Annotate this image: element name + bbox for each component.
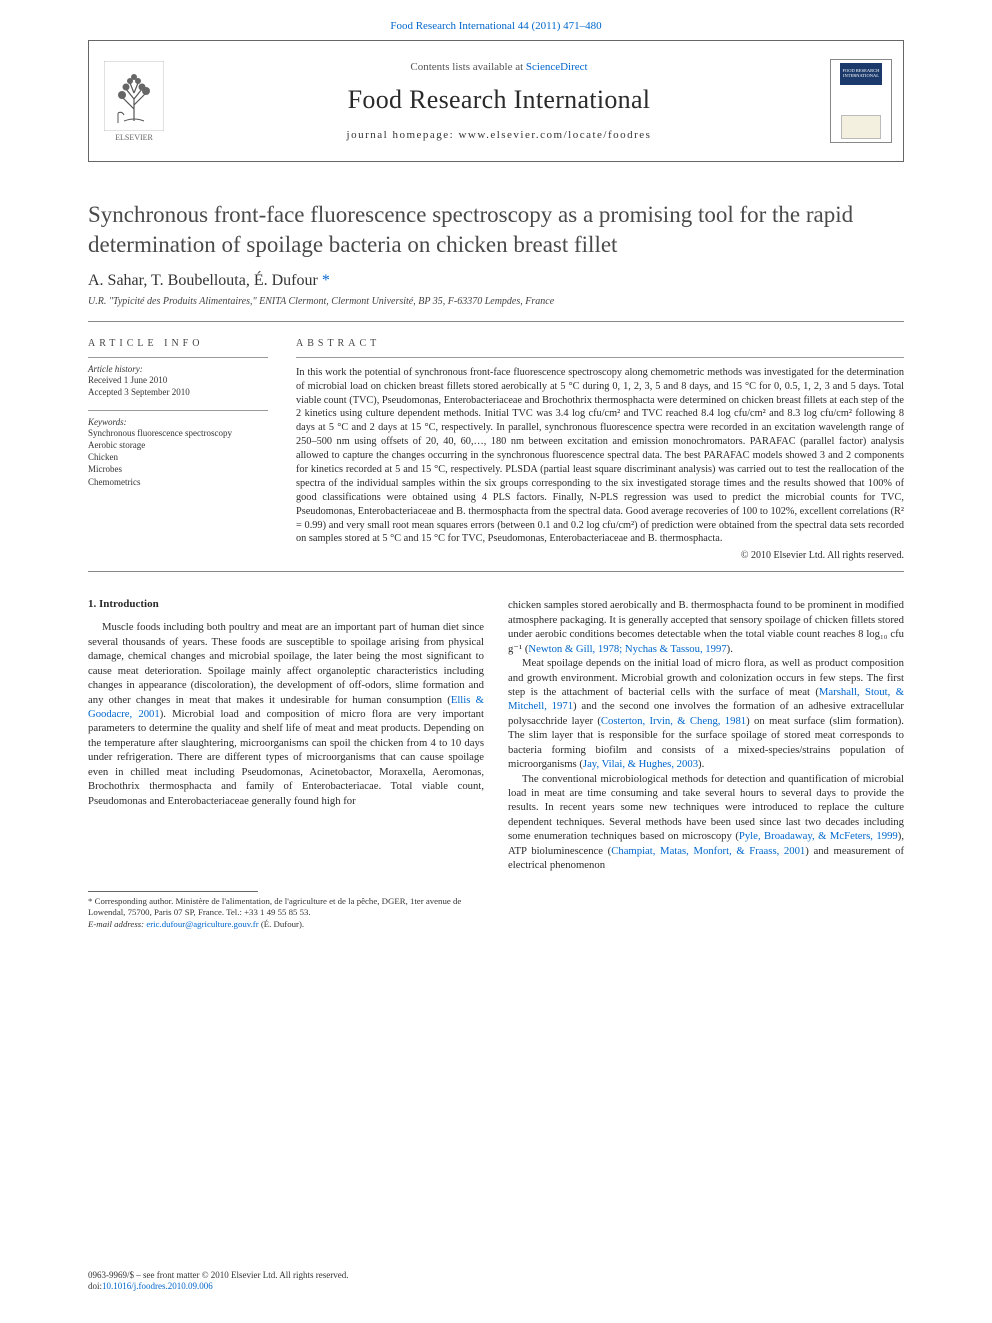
citation-link[interactable]: Pyle, Broadaway, & McFeters, 1999 (739, 830, 898, 842)
p2-text-d: ). (698, 758, 704, 770)
keyword: Microbes (88, 463, 268, 475)
article-info-label: ARTICLE INFO (88, 338, 268, 349)
cover-box: FOOD RESEARCH INTERNATIONAL (830, 59, 892, 143)
doi-prefix: doi: (88, 1281, 102, 1291)
citation-link[interactable]: Champiat, Matas, Monfort, & Fraass, 2001 (611, 845, 805, 857)
body-two-columns: 1. Introduction Muscle foods including b… (88, 598, 904, 872)
section-heading-1: 1. Introduction (88, 598, 484, 610)
email-label: E-mail address: (88, 919, 146, 929)
column-right: chicken samples stored aerobically and B… (508, 598, 904, 872)
journal-cover-thumbnail: FOOD RESEARCH INTERNATIONAL (819, 41, 903, 161)
p1-text-a: Muscle foods including both poultry and … (88, 621, 484, 705)
homepage-prefix: journal homepage: (347, 129, 459, 141)
intro-paragraph-1: Muscle foods including both poultry and … (88, 620, 484, 808)
contents-prefix: Contents lists available at (410, 61, 525, 73)
cover-image-placeholder (841, 115, 881, 139)
elsevier-tree-icon (104, 61, 164, 131)
contents-available-line: Contents lists available at ScienceDirec… (410, 61, 587, 73)
p1c-text-b: ). (727, 643, 733, 655)
citation-link[interactable]: Newton & Gill, 1978; Nychas & Tassou, 19… (528, 643, 726, 655)
article-info-block: ARTICLE INFO Article history: Received 1… (88, 338, 268, 562)
meta-abstract-row: ARTICLE INFO Article history: Received 1… (88, 322, 904, 562)
corresponding-author-footnote: * Corresponding author. Ministère de l'a… (88, 896, 468, 930)
abstract-copyright: © 2010 Elsevier Ltd. All rights reserved… (296, 550, 904, 561)
keyword: Synchronous fluorescence spectroscopy (88, 427, 268, 439)
rule-after-abstract (88, 571, 904, 572)
bottom-meta: 0963-9969/$ – see front matter © 2010 El… (88, 1270, 349, 1293)
citation-link[interactable]: Costerton, Irvin, & Cheng, 1981 (601, 715, 746, 727)
email-link[interactable]: eric.dufour@agriculture.gouv.fr (146, 919, 258, 929)
authors-line: A. Sahar, T. Boubellouta, É. Dufour * (88, 272, 904, 290)
info-rule-1 (88, 357, 268, 358)
column-left: 1. Introduction Muscle foods including b… (88, 598, 484, 872)
keyword: Chemometrics (88, 476, 268, 488)
running-header: Food Research International 44 (2011) 47… (0, 0, 992, 40)
publisher-logo: ELSEVIER (89, 41, 179, 161)
cover-badge: FOOD RESEARCH INTERNATIONAL (840, 63, 882, 85)
keyword: Chicken (88, 451, 268, 463)
publisher-name: ELSEVIER (115, 133, 153, 142)
affiliation: U.R. "Typicité des Produits Alimentaires… (88, 296, 904, 307)
history-received: Received 1 June 2010 (88, 374, 268, 386)
front-matter-line: 0963-9969/$ – see front matter © 2010 El… (88, 1270, 349, 1282)
abstract-text: In this work the potential of synchronou… (296, 366, 904, 547)
abstract-label: ABSTRACT (296, 338, 904, 349)
citation-link[interactable]: Jay, Vilai, & Hughes, 2003 (583, 758, 698, 770)
abstract-block: ABSTRACT In this work the potential of s… (296, 338, 904, 562)
p1-text-b: ). Microbial load and composition of mic… (88, 708, 484, 807)
journal-title: Food Research International (348, 85, 651, 115)
corresponding-author-mark[interactable]: * (322, 272, 330, 289)
journal-homepage-line: journal homepage: www.elsevier.com/locat… (347, 129, 652, 141)
info-rule-2 (88, 410, 268, 411)
authors-names: A. Sahar, T. Boubellouta, É. Dufour (88, 272, 322, 289)
doi-line: doi:10.1016/j.foodres.2010.09.006 (88, 1281, 349, 1293)
history-accepted: Accepted 3 September 2010 (88, 386, 268, 398)
journal-header: ELSEVIER Contents lists available at Sci… (88, 40, 904, 162)
homepage-url: www.elsevier.com/locate/foodres (458, 129, 651, 141)
sciencedirect-link[interactable]: ScienceDirect (526, 61, 588, 73)
footnote-rule (88, 891, 258, 892)
keywords-label: Keywords: (88, 417, 268, 427)
intro-paragraph-2: Meat spoilage depends on the initial loa… (508, 656, 904, 772)
intro-paragraph-3: The conventional microbiological methods… (508, 772, 904, 873)
doi-link[interactable]: 10.1016/j.foodres.2010.09.006 (102, 1281, 213, 1291)
history-label: Article history: (88, 364, 268, 374)
footnote-email-line: E-mail address: eric.dufour@agriculture.… (88, 919, 468, 930)
email-suffix: (É. Dufour). (259, 919, 304, 929)
intro-paragraph-1-cont: chicken samples stored aerobically and B… (508, 598, 904, 656)
article-title: Synchronous front-face fluorescence spec… (88, 200, 904, 260)
header-center: Contents lists available at ScienceDirec… (179, 41, 819, 161)
abstract-rule (296, 357, 904, 358)
keyword: Aerobic storage (88, 439, 268, 451)
running-header-link[interactable]: Food Research International 44 (2011) 47… (390, 20, 601, 32)
footnote-corr-text: * Corresponding author. Ministère de l'a… (88, 896, 468, 919)
